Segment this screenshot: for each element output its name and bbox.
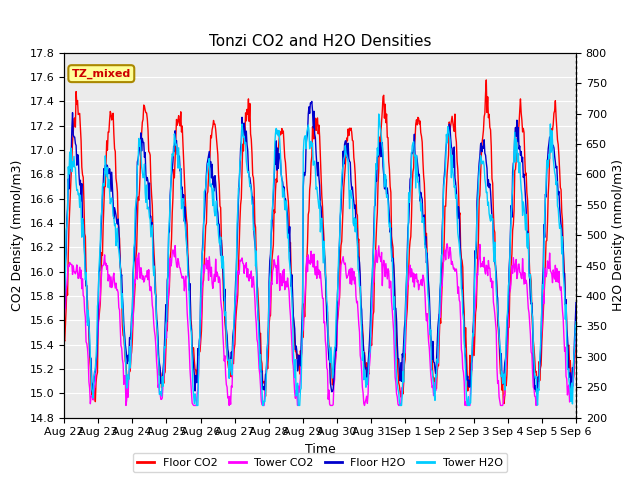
Floor H2O — [201, 200, 209, 206]
Y-axis label: CO2 Density (mmol/m3): CO2 Density (mmol/m3) — [11, 159, 24, 311]
Tower H2O — [383, 192, 391, 198]
Tower H2O — [399, 392, 406, 398]
Tower H2O — [193, 403, 200, 408]
X-axis label: Time: Time — [305, 443, 335, 456]
Tower H2O — [69, 164, 77, 169]
Tower H2O — [60, 304, 68, 310]
Tower CO2 — [397, 385, 405, 391]
Tower H2O — [174, 165, 182, 171]
Floor CO2 — [382, 120, 390, 126]
Tower H2O — [572, 319, 580, 324]
Tower H2O — [202, 185, 209, 191]
Tower H2O — [122, 367, 130, 372]
Floor CO2 — [69, 130, 77, 135]
Legend: Floor CO2, Tower CO2, Floor H2O, Tower H2O: Floor CO2, Tower CO2, Floor H2O, Tower H… — [133, 453, 507, 472]
Tower CO2 — [122, 403, 130, 408]
Tower H2O — [375, 111, 383, 117]
Floor CO2 — [174, 118, 182, 124]
Floor CO2 — [483, 77, 490, 83]
Tower CO2 — [175, 259, 182, 265]
Floor H2O — [397, 378, 405, 384]
Line: Tower H2O: Tower H2O — [64, 114, 576, 406]
Y-axis label: H2O Density (mmol/m3): H2O Density (mmol/m3) — [612, 159, 625, 311]
Line: Tower CO2: Tower CO2 — [64, 244, 576, 406]
Tower CO2 — [202, 261, 209, 267]
Title: Tonzi CO2 and H2O Densities: Tonzi CO2 and H2O Densities — [209, 34, 431, 49]
Floor CO2 — [500, 401, 508, 407]
Floor CO2 — [201, 241, 209, 247]
Text: TZ_mixed: TZ_mixed — [72, 69, 131, 79]
Line: Floor H2O: Floor H2O — [64, 101, 576, 393]
Line: Floor CO2: Floor CO2 — [64, 80, 576, 404]
Floor H2O — [69, 132, 77, 138]
Tower CO2 — [123, 397, 131, 403]
Floor H2O — [308, 98, 316, 104]
Tower CO2 — [383, 269, 390, 275]
Floor CO2 — [60, 336, 68, 341]
Tower CO2 — [60, 323, 68, 328]
Floor H2O — [533, 390, 541, 396]
Floor H2O — [122, 347, 130, 352]
Tower CO2 — [572, 321, 580, 327]
Floor H2O — [174, 151, 182, 157]
Tower CO2 — [444, 241, 451, 247]
Floor H2O — [383, 192, 390, 197]
Tower CO2 — [69, 263, 77, 269]
Floor H2O — [572, 300, 580, 306]
Floor H2O — [60, 317, 68, 323]
Floor CO2 — [397, 394, 404, 400]
Floor CO2 — [122, 361, 130, 367]
Floor CO2 — [572, 331, 580, 337]
